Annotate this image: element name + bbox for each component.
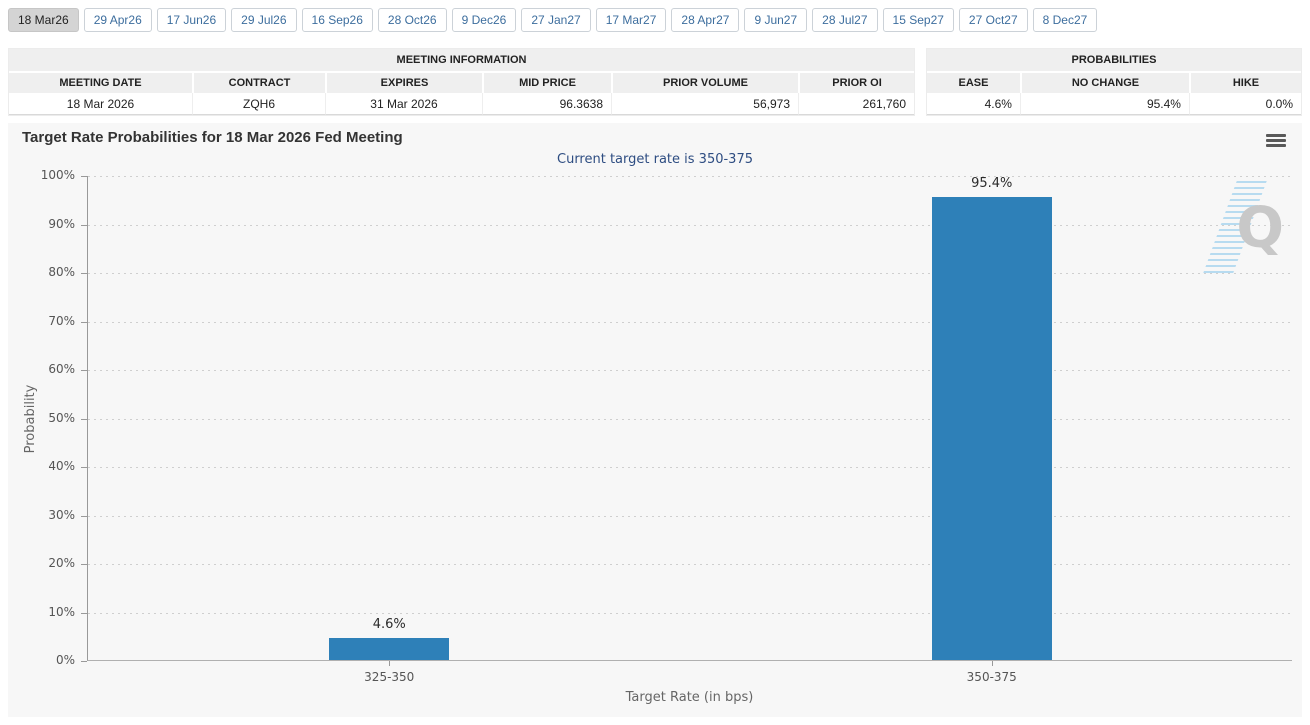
tab-18-mar26[interactable]: 18 Mar26 [8, 8, 79, 32]
col-header-prior-volume: PRIOR VOLUME [611, 71, 798, 93]
y-gridline [88, 224, 1292, 226]
y-gridline [88, 612, 1292, 614]
meeting-info-row: 18 Mar 2026 ZQH6 31 Mar 2026 96.3638 56,… [9, 93, 915, 115]
y-gridline [88, 370, 1292, 371]
y-axis-tick-label: 20% [48, 556, 75, 570]
col-header-prior-oi: PRIOR OI [798, 71, 915, 93]
y-axis-tick-label: 100% [40, 168, 75, 182]
y-axis-tick-mark [81, 176, 87, 177]
y-axis-tick-label: 90% [48, 216, 75, 231]
probabilities-row: 4.6% 95.4% 0.0% [926, 93, 1301, 115]
y-axis-tick-mark [81, 418, 87, 420]
menu-bar [1266, 144, 1286, 147]
col-header-expires: EXPIRES [325, 71, 482, 93]
col-header-hike: HIKE [1188, 71, 1301, 93]
y-axis-tick-mark [81, 273, 87, 274]
y-gridline [88, 321, 1292, 323]
x-axis-tick-mark [991, 661, 993, 666]
y-axis-tick-label: 60% [48, 362, 75, 376]
bar-value-label: 4.6% [372, 616, 406, 632]
tab-27-oct27[interactable]: 27 Oct27 [958, 8, 1028, 32]
chart-title: Target Rate Probabilities for 18 Mar 202… [22, 129, 403, 146]
meeting-date-tab-bar: 18 Mar26 29 Apr26 17 Jun26 29 Jul26 16 Sep26… [8, 8, 1098, 32]
y-axis-tick-label: 50% [48, 410, 75, 425]
meeting-information-table: MEETING INFORMATION MEETING DATE CONTRAC… [8, 48, 916, 116]
y-axis-tick-mark [81, 564, 87, 565]
y-axis-tick-label: 10% [48, 604, 75, 619]
y-axis-tick-label: 70% [48, 313, 75, 328]
tab-9-jun27[interactable]: 9 Jun27 [744, 8, 808, 32]
col-header-no-change: NO CHANGE [1019, 71, 1189, 93]
x-axis-category-label: 350-375 [966, 670, 1017, 684]
bar-value-label: 95.4% [971, 176, 1013, 192]
y-axis-tick-mark [81, 370, 87, 371]
tab-8-dec27[interactable]: 8 Dec27 [1032, 8, 1098, 32]
hike-probability-value: 0.0% [1188, 93, 1301, 115]
col-header-ease: EASE [926, 71, 1020, 93]
x-axis-title: Target Rate (in bps) [625, 690, 754, 705]
y-axis-tick-label: 40% [48, 459, 75, 473]
menu-bar [1266, 134, 1286, 137]
menu-bar [1266, 139, 1286, 142]
probabilities-caption: PROBABILITIES [926, 49, 1301, 71]
tab-29-jul26[interactable]: 29 Jul26 [231, 8, 297, 32]
mid-price-value: 96.3638 [482, 93, 611, 115]
plot-area: 4.6% 325-350 95.4% 350-375 [87, 176, 1292, 684]
y-axis-tick-label: 30% [48, 507, 75, 522]
y-axis-tick-label: 0% [55, 653, 75, 667]
tab-17-jun26[interactable]: 17 Jun26 [156, 8, 227, 32]
contract-value: ZQH6 [192, 93, 325, 115]
expires-value: 31 Mar 2026 [325, 93, 482, 115]
y-gridline [88, 564, 1292, 565]
bar-325-350[interactable] [329, 637, 450, 660]
fed-meeting-probability-chart: Target Rate Probabilities for 18 Mar 202… [8, 123, 1302, 717]
x-axis-category-label: 325-350 [364, 670, 415, 684]
y-gridline [88, 273, 1292, 274]
y-axis-tick-mark [81, 224, 87, 226]
prior-volume-value: 56,973 [611, 93, 798, 115]
col-header-meeting-date: MEETING DATE [9, 71, 192, 93]
quikstrike-watermark: Q [1203, 181, 1284, 277]
tab-17-mar27[interactable]: 17 Mar27 [595, 8, 667, 32]
x-axis-tick-mark [389, 661, 391, 666]
hamburger-menu-icon[interactable] [1266, 134, 1286, 149]
tab-27-jan27[interactable]: 27 Jan27 [521, 8, 591, 32]
probabilities-table: PROBABILITIES EASE NO CHANGE HIKE 4.6% 9… [925, 48, 1302, 116]
bar-350-375[interactable] [931, 197, 1052, 660]
tab-16-sep26[interactable]: 16 Sep26 [301, 8, 373, 32]
tab-9-dec26[interactable]: 9 Dec26 [451, 8, 517, 32]
y-gridline [88, 176, 1292, 177]
y-axis-tick-mark [81, 467, 87, 468]
tab-15-sep27[interactable]: 15 Sep27 [882, 8, 954, 32]
col-header-contract: CONTRACT [192, 71, 325, 93]
y-axis-tick-label: 80% [48, 265, 75, 279]
chart-subtitle: Current target rate is 350-375 [557, 152, 753, 167]
tab-28-oct26[interactable]: 28 Oct26 [377, 8, 447, 32]
col-header-mid-price: MID PRICE [482, 71, 611, 93]
y-axis-tick-mark [81, 321, 87, 323]
tab-28-apr27[interactable]: 28 Apr27 [671, 8, 740, 32]
no-change-probability-value: 95.4% [1019, 93, 1189, 115]
tab-28-jul27[interactable]: 28 Jul27 [812, 8, 878, 32]
y-axis-tick-mark [81, 612, 87, 614]
y-gridline [88, 467, 1292, 468]
y-gridline [88, 418, 1292, 420]
meeting-date-value: 18 Mar 2026 [9, 93, 192, 115]
ease-probability-value: 4.6% [926, 93, 1020, 115]
prior-oi-value: 261,760 [798, 93, 915, 115]
meeting-information-caption: MEETING INFORMATION [9, 49, 915, 71]
y-gridline [88, 515, 1292, 517]
y-axis-tick-mark [81, 515, 87, 517]
watermark-q-letter: Q [1236, 196, 1284, 261]
summary-tables: MEETING INFORMATION MEETING DATE CONTRAC… [8, 48, 1302, 116]
tab-29-apr26[interactable]: 29 Apr26 [83, 8, 152, 32]
y-axis-tick-mark [81, 661, 87, 662]
